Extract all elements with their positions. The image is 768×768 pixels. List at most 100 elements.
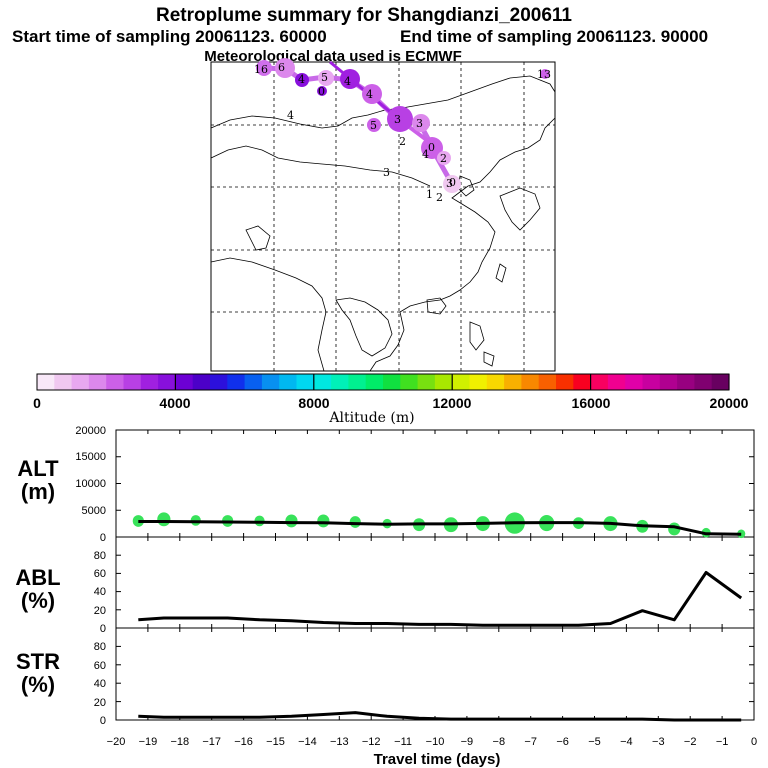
colorbar-swatch: [625, 374, 644, 390]
colorbar-swatch: [642, 374, 661, 390]
str-yticks: 80 60 40 20 0: [94, 641, 106, 727]
alt-bubble: [157, 512, 171, 527]
x-tick-label: −8: [493, 736, 506, 748]
plume-label: 3: [383, 166, 390, 179]
alt-yticks: 20000 15000 10000 5000 0: [75, 425, 106, 544]
colorbar-swatch: [227, 374, 246, 390]
altitude-colorbar: [37, 374, 730, 390]
str-ytick-label: 20: [94, 697, 106, 709]
str-panel-frame: [115, 627, 755, 721]
end-time-label: End time of sampling 20061123. 90000: [400, 27, 708, 46]
plume-label: 5: [321, 71, 328, 84]
x-tick-label: −13: [330, 736, 349, 748]
plume-point: [367, 118, 381, 132]
abl-ytick-label: 80: [94, 550, 106, 562]
str-ylabel-line2: (%): [21, 672, 55, 697]
plume-point: [387, 106, 413, 132]
plume-label: 0: [449, 176, 456, 189]
colorbar-frame: [36, 373, 730, 391]
x-tick-label: −12: [362, 736, 381, 748]
str-series-line: [138, 711, 742, 722]
colorbar-swatch: [383, 374, 401, 390]
plume-label: 13: [537, 68, 551, 81]
colorbar-swatch: [521, 374, 540, 390]
colorbar-swatch: [365, 374, 384, 390]
abl-ytick-label: 20: [94, 605, 106, 617]
abl-ytick-label: 0: [100, 623, 106, 635]
plume-point: [421, 137, 443, 159]
colorbar-swatch: [331, 374, 349, 390]
plume-label: 16: [254, 63, 268, 76]
colorbar-tick-label: 4000: [159, 395, 190, 411]
plume-label: 1: [426, 188, 433, 201]
alt-ytick-label: 20000: [75, 425, 106, 437]
colorbar-swatch: [573, 374, 592, 390]
plume-labels: 16 6 4 5 4 4 0 4 5 3 3 3 2 0 2 4 3 1 2 0…: [254, 61, 551, 204]
colorbar-swatch: [106, 374, 125, 390]
abl-yticks: 80 60 40 20 0: [94, 550, 106, 635]
colorbar-swatch: [556, 374, 574, 390]
x-tick-label: −3: [652, 736, 665, 748]
x-tick-label: −17: [202, 736, 221, 748]
colorbar-tick-label: 20000: [710, 395, 749, 411]
chart-title: Retroplume summary for Shangdianzi_20061…: [156, 5, 572, 26]
x-tick-label: −10: [426, 736, 445, 748]
colorbar-swatch: [677, 374, 695, 390]
met-data-label: Meteorological data used is ECMWF: [204, 48, 462, 65]
str-ytick-label: 40: [94, 678, 106, 690]
alt-ylabel-line1: ALT: [17, 456, 59, 481]
colorbar-swatch: [452, 374, 471, 390]
plume-label: 3: [394, 113, 401, 126]
alt-ytick-label: 15000: [75, 451, 106, 463]
colorbar-tick-label: 12000: [433, 395, 472, 411]
colorbar-swatch: [54, 374, 73, 390]
plume-point: [362, 84, 382, 104]
str-ytick-label: 80: [94, 641, 106, 653]
plume-point: [295, 73, 309, 87]
colorbar-swatch: [192, 374, 211, 390]
colorbar-swatch: [279, 374, 298, 390]
plume-label: 3: [416, 117, 423, 130]
map-frame: [210, 61, 556, 372]
colorbar-swatch: [175, 374, 194, 390]
start-time-label: Start time of sampling 20061123. 60000: [12, 27, 327, 46]
colorbar-swatch: [590, 374, 609, 390]
colorbar-swatch: [261, 374, 280, 390]
plume-label: 4: [344, 75, 351, 88]
x-tick-label: −11: [394, 736, 412, 748]
colorbar-swatch: [123, 374, 142, 390]
series-lines: [138, 520, 743, 722]
plume-label: 2: [436, 191, 443, 204]
plume-label: 4: [287, 109, 294, 122]
colorbar-swatch: [417, 374, 436, 390]
x-tick-label: −20: [107, 736, 126, 748]
colorbar-swatch: [244, 374, 263, 390]
x-tick-label: −5: [588, 736, 601, 748]
colorbar-tick-label: 0: [33, 395, 41, 411]
plume-label: 2: [399, 135, 406, 148]
alt-bubble: [737, 529, 746, 539]
plume-label: 2: [440, 152, 447, 165]
abl-ytick-label: 40: [94, 586, 106, 598]
abl-ylabel-line1: ABL: [15, 565, 60, 590]
str-ylabel-line1: STR: [16, 649, 60, 674]
x-tick-label: −9: [461, 736, 474, 748]
map-panel: 16 6 4 5 4 4 0 4 5 3 3 3 2 0 2 4 3 1 2 0…: [210, 58, 556, 372]
alt-ylabel-line2: (m): [21, 479, 55, 504]
colorbar-swatch: [296, 374, 315, 390]
map-coastlines: [210, 75, 556, 372]
x-tick-label: −2: [684, 736, 697, 748]
plume-label: 4: [422, 148, 429, 161]
colorbar-swatch: [140, 374, 159, 390]
plume-point: [443, 175, 461, 193]
plume-point: [317, 86, 327, 96]
colorbar-swatch: [486, 374, 505, 390]
abl-ytick-label: 60: [94, 568, 106, 580]
colorbar-swatch: [469, 374, 488, 390]
plume-label: 4: [298, 73, 305, 86]
plume-point: [318, 70, 334, 86]
plume-track: [256, 58, 550, 193]
colorbar-swatch: [210, 374, 228, 390]
colorbar-tick-label: 8000: [298, 395, 329, 411]
